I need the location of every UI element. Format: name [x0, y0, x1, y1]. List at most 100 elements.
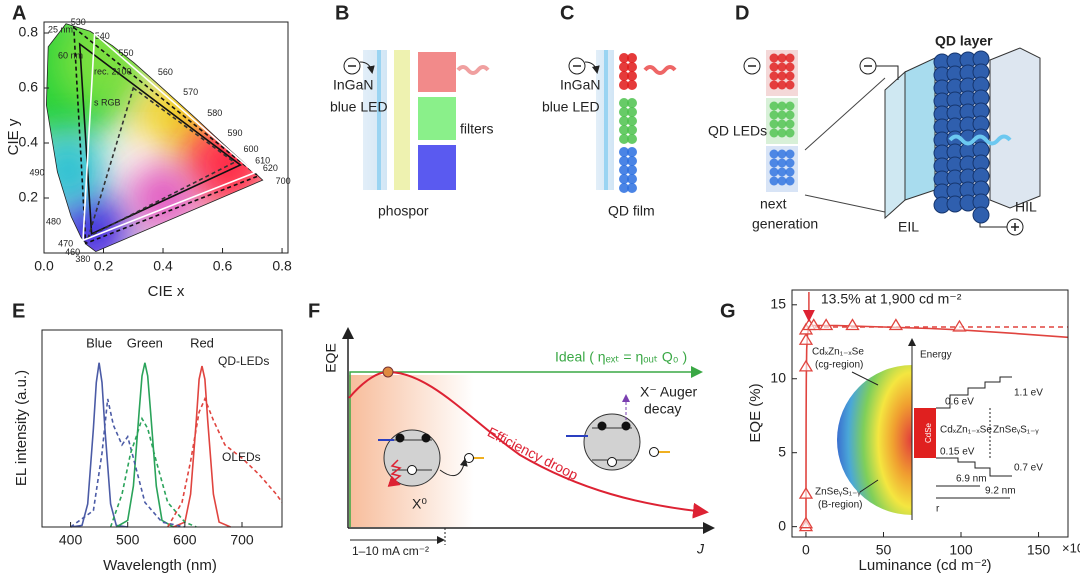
label: HIL [1015, 199, 1037, 215]
wavelength-label: 610 [255, 155, 270, 165]
hole [607, 457, 617, 467]
panel-b: InGaN blue LED filters phospor [330, 50, 493, 219]
spectrum [173, 365, 231, 528]
qd-dot [627, 107, 637, 117]
x-axis-label: CIE x [148, 283, 185, 300]
qd-dot [785, 110, 795, 120]
y-axis-label: CIE y [5, 118, 22, 155]
label: r [936, 504, 940, 515]
y-tick-label: 0.6 [19, 79, 39, 95]
x-tick-label: 600 [173, 532, 197, 548]
marker [798, 333, 814, 345]
label: decay [644, 401, 681, 417]
x-tick-label: 0 [802, 542, 810, 558]
label: next [760, 196, 787, 212]
qd-dot [785, 128, 795, 138]
label: blue LED [330, 99, 388, 115]
hole [649, 447, 659, 457]
group-label: QD-LEDs [218, 354, 269, 368]
panel-g-inset: Energy CdₓZn₁₋ₓSe (cg-region) CdSe CdₓZn… [812, 338, 1043, 520]
spectrum [109, 416, 197, 528]
x-axis-label: Luminance (cd m⁻²) [859, 557, 992, 574]
label: 1–10 mA cm⁻² [352, 544, 429, 558]
label: X⁻ Auger [640, 384, 698, 400]
qd-dot [785, 176, 795, 186]
qd-dot [619, 165, 629, 175]
qd-dot [769, 149, 779, 159]
qd-dot [777, 149, 787, 159]
wavelength-label: 480 [46, 217, 61, 227]
qd-hemisphere [837, 365, 912, 515]
plot-frame [791, 289, 1069, 538]
gamut-label: 25 nm [48, 24, 73, 34]
y-tick-label: 5 [778, 443, 786, 459]
qd-dot [769, 71, 779, 81]
qd-dot [619, 62, 629, 72]
phosphor-layer [394, 50, 410, 190]
qd-dot [619, 183, 629, 193]
label: Energy [920, 350, 952, 361]
red-filter [418, 52, 456, 92]
gamut-label: rec. 2100 [94, 66, 132, 76]
x-tick-label: 0.2 [94, 258, 114, 274]
qd-dot [777, 158, 787, 168]
panel-d: QD LEDs next generation QD layer EIL HIL [708, 33, 1041, 236]
electron [597, 421, 607, 431]
series-label: Red [190, 335, 214, 350]
panel-label: A [12, 2, 26, 24]
gamut-triangle [78, 42, 242, 236]
qd-dot [619, 116, 629, 126]
group-label: OLEDs [222, 450, 261, 464]
qd-dot [627, 80, 637, 90]
label: CdₓZn₁₋ₓSe [940, 425, 992, 436]
label: CdₓZn₁₋ₓSe [812, 347, 864, 358]
label: 0.6 eV [945, 397, 974, 408]
wavelength-label: 620 [263, 163, 278, 173]
gamut-triangle [82, 32, 257, 242]
y-tick-label: 0.2 [19, 189, 39, 205]
x-axis-label: Wavelength (nm) [103, 557, 217, 574]
wavelength-label: 550 [119, 48, 134, 58]
qd-dot [619, 125, 629, 135]
core [914, 408, 936, 458]
exciton [383, 429, 441, 487]
wavelength-label: 580 [207, 108, 222, 118]
label: CdSe [924, 422, 933, 443]
spectrum [70, 362, 128, 528]
x-axis-label: J [696, 541, 705, 557]
label: InGaN [560, 77, 600, 93]
arrow [584, 61, 600, 74]
qd-dot [777, 101, 787, 111]
wavelength-label: 540 [95, 31, 110, 41]
qd-dot [777, 71, 787, 81]
qd-dot [619, 53, 629, 63]
marker [888, 318, 904, 331]
qd-dot [769, 167, 779, 177]
x-multiplier: ×10³ [1062, 540, 1080, 555]
eil-layer [904, 57, 936, 201]
ideal-line [349, 366, 703, 527]
qd-dot [785, 53, 795, 63]
y-tick-label: 0.4 [19, 134, 39, 150]
x-tick-label: 0.0 [34, 258, 54, 274]
qd-dot [785, 71, 795, 81]
x-tick-label: 0.8 [272, 258, 292, 274]
label: 0.7 eV [1014, 463, 1043, 474]
qd-dot [785, 158, 795, 168]
x-tick-label: 0.4 [153, 258, 173, 274]
marker [798, 359, 814, 372]
led-layer [604, 50, 608, 190]
wavelength-label: 600 [243, 144, 258, 154]
qd-dot [769, 80, 779, 90]
qd-dot [769, 62, 779, 72]
qd-dot [627, 62, 637, 72]
qd-dot [769, 128, 779, 138]
hole [464, 453, 474, 463]
qd-dot [785, 149, 795, 159]
marker [806, 318, 821, 331]
gamut-label: 60 nm [58, 50, 83, 60]
label: QD layer [935, 33, 993, 49]
qd-dot [777, 128, 787, 138]
spectrum [167, 396, 283, 528]
